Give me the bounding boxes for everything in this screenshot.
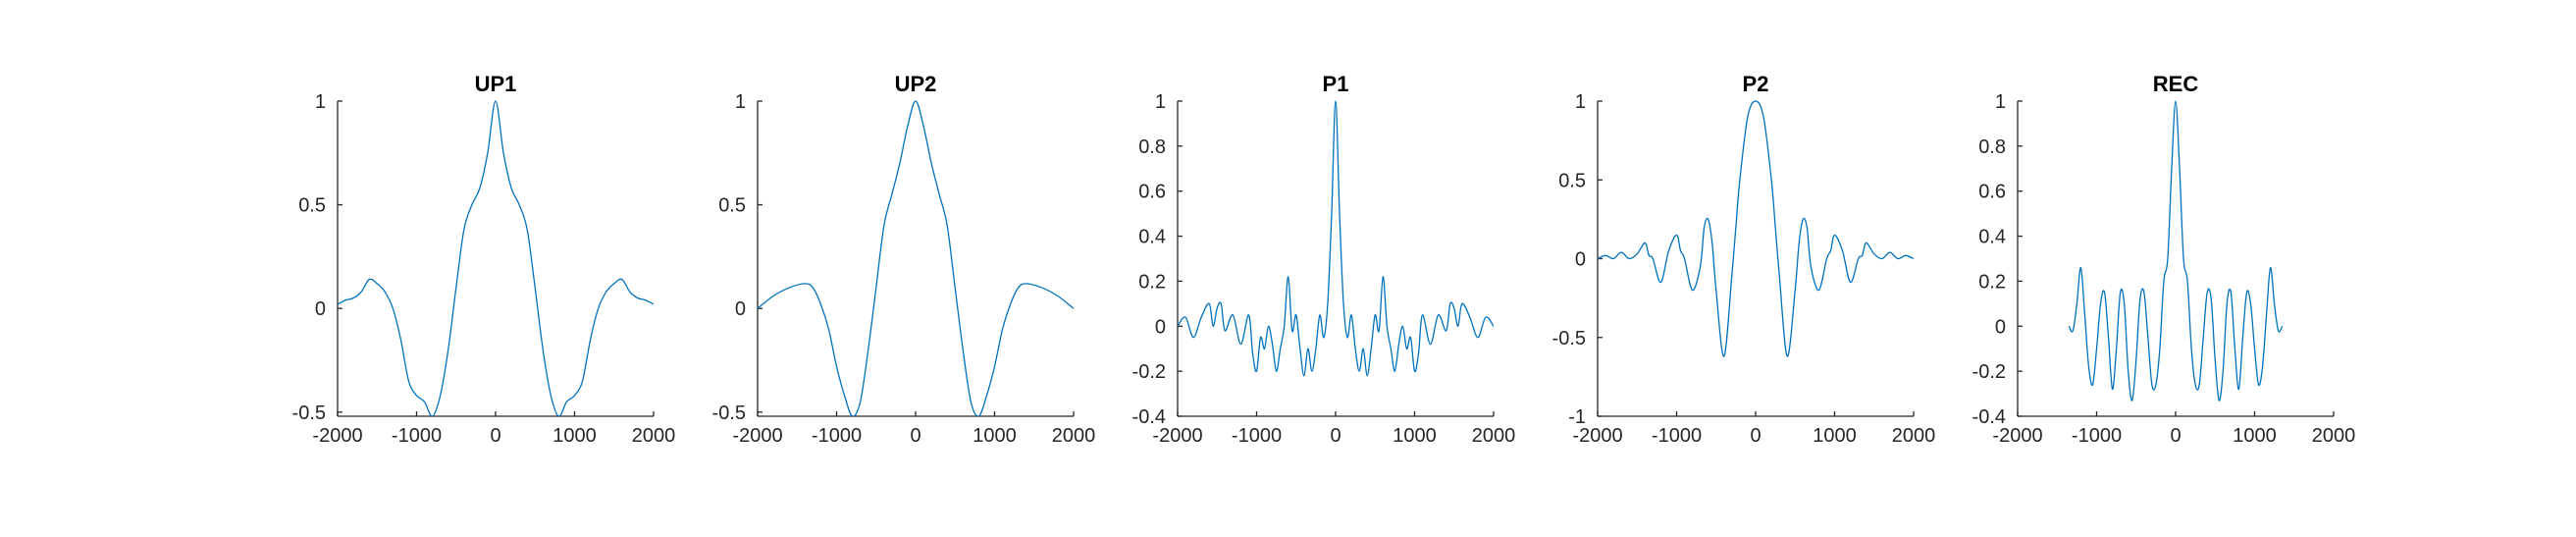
- x-tick-label: 0: [2170, 425, 2181, 447]
- series-line: [758, 100, 1074, 416]
- y-tick-label: 0.5: [298, 195, 326, 217]
- y-tick-label: -0.2: [1132, 361, 1166, 383]
- series-line: [338, 100, 654, 416]
- y-tick-label: 1: [735, 91, 746, 113]
- panel-title: REC: [2153, 72, 2199, 96]
- y-tick-label: -1: [1568, 406, 1586, 428]
- y-tick-label: 0: [1575, 249, 1586, 271]
- y-tick-label: 0.5: [718, 195, 746, 217]
- subplot-p1: -2000 -1000 0 1000 2000 -0.4 -0.2 0 0.2 0.4 0.6 0.8…: [1132, 72, 1516, 447]
- series-line: [1178, 100, 1494, 377]
- x-tick-label: 1000: [973, 425, 1017, 447]
- subplot-p2: -2000 -1000 0 1000 2000 -1 -0.5 0 0.5 1 P2: [1552, 72, 1936, 447]
- x-tick-label: 0: [1750, 425, 1761, 447]
- y-tick-label: 0: [735, 298, 746, 320]
- x-tick-label: 2000: [1052, 425, 1096, 447]
- series-line: [2068, 100, 2284, 402]
- y-tick-label: 0.6: [1978, 182, 2006, 203]
- x-tick-label: -2000: [732, 425, 782, 447]
- panel-title: P2: [1743, 72, 1769, 96]
- x-tick-label: 1000: [1813, 425, 1857, 447]
- y-tick-label: 0.4: [1978, 227, 2006, 248]
- x-tick-label: 2000: [632, 425, 676, 447]
- series-line: [1598, 100, 1914, 357]
- y-tick-label: 0: [1995, 316, 2006, 338]
- subplot-up1: -2000 -1000 0 1000 2000 -0.5 0 0.5 1 UP1: [292, 72, 676, 447]
- y-tick-label: -0.5: [292, 403, 326, 424]
- x-tick-label: -2000: [312, 425, 362, 447]
- x-tick-label: 0: [1330, 425, 1341, 447]
- x-tick-label: -1000: [2072, 425, 2122, 447]
- y-tick-label: -0.4: [1972, 406, 2006, 428]
- y-tick-label: 1: [1155, 91, 1166, 113]
- y-tick-label: 0.2: [1978, 271, 2006, 293]
- x-tick-label: 2000: [1472, 425, 1516, 447]
- x-tick-label: 1000: [2233, 425, 2277, 447]
- x-tick-label: -1000: [1652, 425, 1702, 447]
- x-tick-label: -2000: [1572, 425, 1622, 447]
- y-tick-label: 0.6: [1138, 182, 1166, 203]
- x-tick-label: 2000: [2312, 425, 2356, 447]
- y-tick-label: 0.5: [1558, 170, 1586, 191]
- y-tick-label: 0.8: [1978, 136, 2006, 158]
- y-tick-label: -0.4: [1132, 406, 1166, 428]
- subplot-rec: -2000 -1000 0 1000 2000 -0.4 -0.2 0 0.2 0.4 0.6 0.8…: [1972, 72, 2356, 447]
- panel-title: P1: [1323, 72, 1349, 96]
- x-tick-label: -1000: [392, 425, 442, 447]
- y-tick-label: -0.5: [1552, 328, 1586, 349]
- x-tick-label: 2000: [1892, 425, 1936, 447]
- x-tick-label: -1000: [812, 425, 862, 447]
- y-tick-label: 0: [1155, 316, 1166, 338]
- y-tick-label: -0.5: [712, 403, 746, 424]
- x-tick-label: 1000: [1393, 425, 1437, 447]
- y-tick-label: 1: [1575, 91, 1586, 113]
- y-tick-label: 0.8: [1138, 136, 1166, 158]
- y-tick-label: 1: [1995, 91, 2006, 113]
- y-tick-label: 0.2: [1138, 271, 1166, 293]
- subplot-up2: -2000 -1000 0 1000 2000 -0.5 0 0.5 1 UP2: [712, 72, 1096, 447]
- x-tick-label: -2000: [1992, 425, 2042, 447]
- y-tick-label: 0.4: [1138, 227, 1166, 248]
- panel-title: UP1: [475, 72, 517, 96]
- y-tick-label: 0: [315, 298, 326, 320]
- panel-title: UP2: [895, 72, 937, 96]
- x-tick-label: 0: [910, 425, 920, 447]
- x-tick-label: -2000: [1152, 425, 1202, 447]
- y-tick-label: -0.2: [1972, 361, 2006, 383]
- x-tick-label: -1000: [1232, 425, 1282, 447]
- x-tick-label: 1000: [552, 425, 597, 447]
- x-tick-label: 0: [490, 425, 500, 447]
- y-tick-label: 1: [315, 91, 326, 113]
